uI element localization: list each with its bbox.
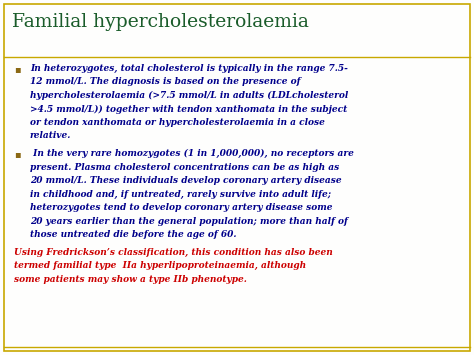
Text: 20 mmol/L. These individuals develop coronary artery disease: 20 mmol/L. These individuals develop cor… — [30, 176, 342, 185]
Text: ▪: ▪ — [14, 149, 21, 159]
Text: In heterozygotes, total cholesterol is typically in the range 7.5-: In heterozygotes, total cholesterol is t… — [30, 64, 348, 73]
Text: in childhood and, if untreated, rarely survive into adult life;: in childhood and, if untreated, rarely s… — [30, 190, 331, 198]
Text: termed familial type  IIa hyperlipoproteinaemia, although: termed familial type IIa hyperlipoprotei… — [14, 261, 306, 270]
Text: Familial hypercholesterolaemia: Familial hypercholesterolaemia — [12, 13, 309, 31]
Text: hypercholesterolaemia (>7.5 mmol/L in adults (LDLcholesterol: hypercholesterolaemia (>7.5 mmol/L in ad… — [30, 91, 348, 100]
Text: >4.5 mmol/L)) together with tendon xanthomata in the subject: >4.5 mmol/L)) together with tendon xanth… — [30, 104, 347, 114]
Text: 12 mmol/L. The diagnosis is based on the presence of: 12 mmol/L. The diagnosis is based on the… — [30, 77, 301, 87]
Text: relative.: relative. — [30, 131, 72, 141]
Text: present. Plasma cholesterol concentrations can be as high as: present. Plasma cholesterol concentratio… — [30, 163, 339, 171]
FancyBboxPatch shape — [4, 4, 470, 351]
Text: those untreated die before the age of 60.: those untreated die before the age of 60… — [30, 230, 237, 239]
Text: heterozygotes tend to develop coronary artery disease some: heterozygotes tend to develop coronary a… — [30, 203, 332, 212]
Text: 20 years earlier than the general population; more than half of: 20 years earlier than the general popula… — [30, 217, 348, 225]
Text: Using Fredrickson’s classification, this condition has also been: Using Fredrickson’s classification, this… — [14, 247, 333, 257]
Text: ▪: ▪ — [14, 64, 21, 74]
Text: In the very rare homozygotes (1 in 1,000,000), no receptors are: In the very rare homozygotes (1 in 1,000… — [30, 149, 354, 158]
Text: or tendon xanthomata or hypercholesterolaemia in a close: or tendon xanthomata or hypercholesterol… — [30, 118, 325, 127]
Text: some patients may show a type IIb phenotype.: some patients may show a type IIb phenot… — [14, 274, 247, 284]
